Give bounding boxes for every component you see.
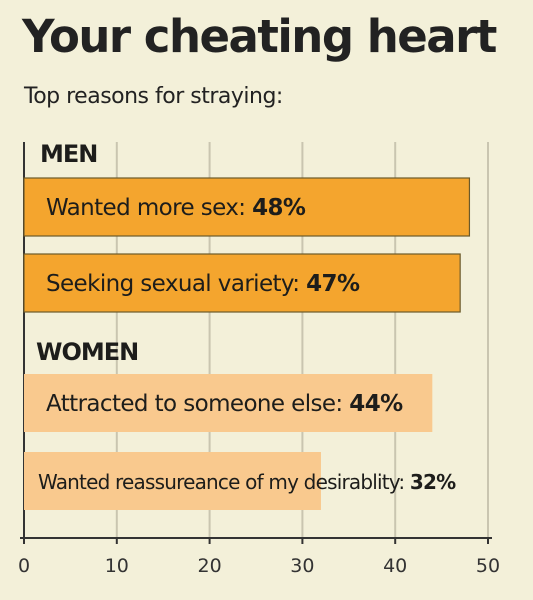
bar (24, 452, 321, 510)
chart-subtitle: Top reasons for straying: (24, 84, 283, 109)
bar-label: Wanted more sex: 48% (46, 195, 306, 221)
x-tick-label: 20 (198, 555, 222, 577)
chart-title: Your cheating heart (22, 10, 497, 63)
group-label: MEN (40, 140, 97, 168)
bar-label: Attracted to someone else: 44% (46, 391, 403, 417)
bar (23, 253, 461, 313)
bar (23, 177, 471, 237)
x-tick-label: 0 (18, 555, 30, 577)
bar (24, 374, 433, 432)
bar-label: Wanted reassureance of my desirablity: 3… (38, 470, 456, 494)
x-tick-label: 10 (105, 555, 129, 577)
x-tick-label: 40 (383, 555, 407, 577)
x-tick-label: 50 (476, 555, 500, 577)
group-label: WOMEN (36, 338, 138, 366)
bar-label: Seeking sexual variety: 47% (46, 271, 360, 297)
x-tick-label: 30 (290, 555, 314, 577)
